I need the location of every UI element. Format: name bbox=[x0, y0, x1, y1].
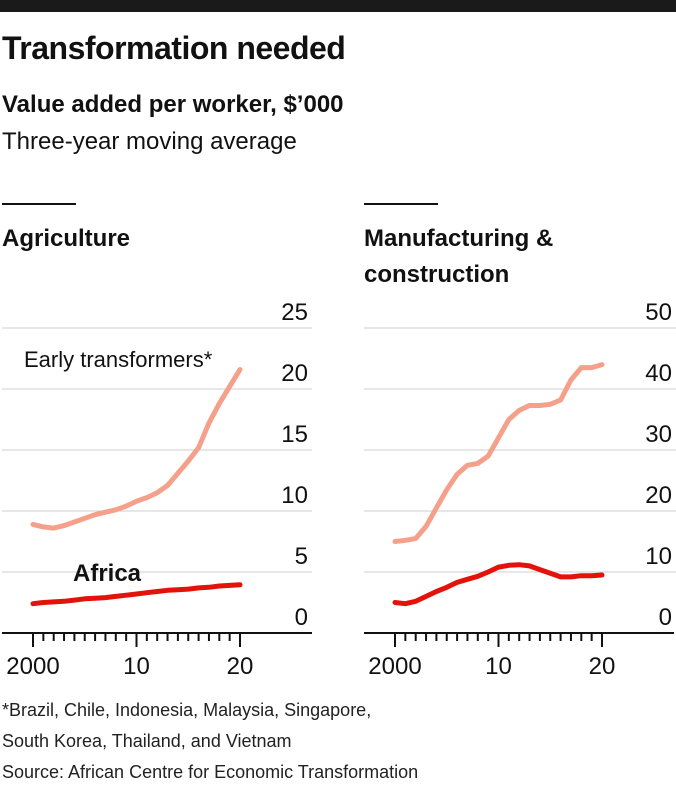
chart-title: Transformation needed bbox=[2, 30, 346, 66]
agriculture-series-africa-line bbox=[30, 582, 243, 607]
manufacturing-x-tick-label: 2000 bbox=[368, 653, 421, 680]
manufacturing-y-tick-label: 20 bbox=[645, 482, 672, 509]
manufacturing-x-tick-label: 20 bbox=[589, 653, 616, 680]
footnote-line-1: *Brazil, Chile, Indonesia, Malaysia, Sin… bbox=[2, 700, 372, 720]
agriculture-y-tick-label: 25 bbox=[281, 299, 308, 326]
agriculture-x-tick-label: 2000 bbox=[6, 653, 59, 680]
agriculture-y-tick-label: 5 bbox=[295, 543, 308, 570]
agriculture-y-tick-label: 0 bbox=[295, 604, 308, 631]
agriculture-x-tick-label: 20 bbox=[227, 653, 254, 680]
manufacturing-y-tick-label: 0 bbox=[659, 604, 672, 631]
manufacturing-y-tick-label: 40 bbox=[645, 360, 672, 387]
chart-note: Three-year moving average bbox=[2, 128, 297, 155]
series-label-early-transformers: Early transformers* bbox=[24, 347, 213, 372]
manufacturing-x-tick-label: 10 bbox=[485, 653, 512, 680]
manufacturing-y-tick-label: 30 bbox=[645, 421, 672, 448]
agriculture-y-tick-label: 15 bbox=[281, 421, 308, 448]
source-note: Source: African Centre for Economic Tran… bbox=[2, 762, 419, 782]
manufacturing-series-africa-line bbox=[392, 562, 605, 607]
panel-title-manufacturing: Manufacturing & construction bbox=[364, 225, 554, 288]
agriculture-x-tick-label: 10 bbox=[123, 653, 150, 680]
manufacturing-y-tick-label: 10 bbox=[645, 543, 672, 570]
chart-subtitle: Value added per worker, $’000 bbox=[2, 91, 344, 118]
panel-rule-manufacturing bbox=[364, 203, 438, 205]
agriculture-y-tick-label: 10 bbox=[281, 482, 308, 509]
manufacturing-series-early-transformers-line bbox=[392, 362, 605, 544]
series-label-africa: Africa bbox=[73, 560, 142, 587]
footnote-line-2: South Korea, Thailand, and Vietnam bbox=[2, 731, 292, 751]
panel-title-agriculture: Agriculture bbox=[2, 225, 131, 252]
panel-rule-agriculture bbox=[2, 203, 76, 205]
manufacturing-y-tick-label: 50 bbox=[645, 299, 672, 326]
top-bar bbox=[0, 0, 676, 12]
agriculture-series-early-transformers-line bbox=[30, 367, 243, 531]
agriculture-y-tick-label: 20 bbox=[281, 360, 308, 387]
